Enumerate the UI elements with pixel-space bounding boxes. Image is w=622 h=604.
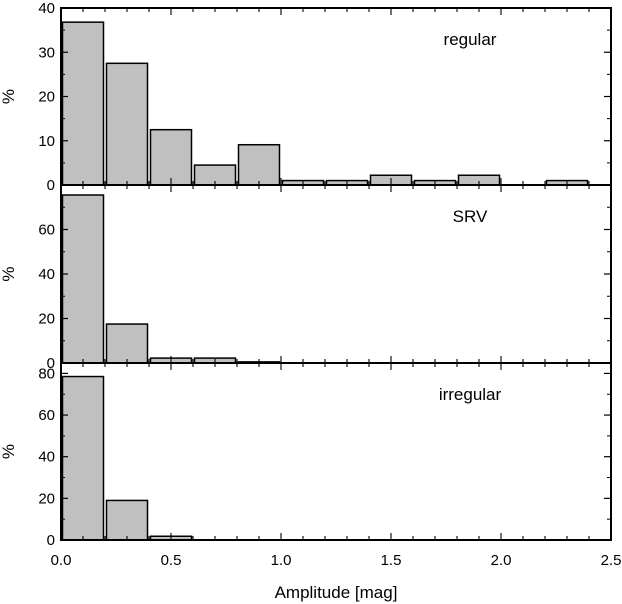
y-axis-title: %: [0, 444, 18, 459]
y-tick-label: 40: [38, 449, 55, 466]
y-axis-title: %: [0, 89, 18, 104]
x-axis-title: Amplitude [mag]: [275, 583, 398, 602]
y-tick-label: 0: [47, 177, 55, 194]
panel-label: irregular: [439, 385, 502, 404]
bar: [149, 128, 193, 186]
bar: [105, 323, 149, 364]
panel-2: 0 20 40 60 SRV%: [0, 184, 612, 372]
y-tick-label: 0: [47, 532, 55, 549]
y-tick-label: 20: [38, 89, 55, 106]
bar: [237, 143, 281, 186]
x-tick-label: 0.5: [161, 552, 182, 569]
bar: [61, 194, 105, 364]
panel-label: regular: [444, 30, 497, 49]
bar: [105, 62, 149, 186]
panel-1: 0 10 20 30 40 regular%: [0, 0, 612, 194]
panel-label: SRV: [453, 207, 488, 226]
x-tick-label: 2.5: [601, 552, 622, 569]
y-tick-label: 30: [38, 44, 55, 61]
y-tick-label: 40: [38, 0, 55, 17]
bar: [105, 499, 149, 541]
bar: [61, 375, 105, 541]
panel-frame: [60, 362, 612, 541]
panel-3: 0 20 40 60 80 irregular% 0.0 0.5 1.0 1.5 2.0 2.5 Amp…: [0, 362, 622, 602]
y-tick-label: 10: [38, 133, 55, 150]
y-tick-label: 60: [38, 407, 55, 424]
y-tick-label: 20: [38, 490, 55, 507]
y-tick-label: 20: [38, 311, 55, 328]
x-tick-label: 0.0: [51, 552, 72, 569]
y-tick-label: 60: [38, 222, 55, 239]
y-tick-label: 40: [38, 266, 55, 283]
x-tick-label: 1.0: [271, 552, 292, 569]
x-tick-label: 1.5: [381, 552, 402, 569]
y-tick-label: 80: [38, 365, 55, 382]
y-axis-title: %: [0, 266, 18, 281]
y-tick-label: 0: [47, 355, 55, 372]
x-tick-label: 2.0: [491, 552, 512, 569]
bar: [61, 21, 105, 186]
